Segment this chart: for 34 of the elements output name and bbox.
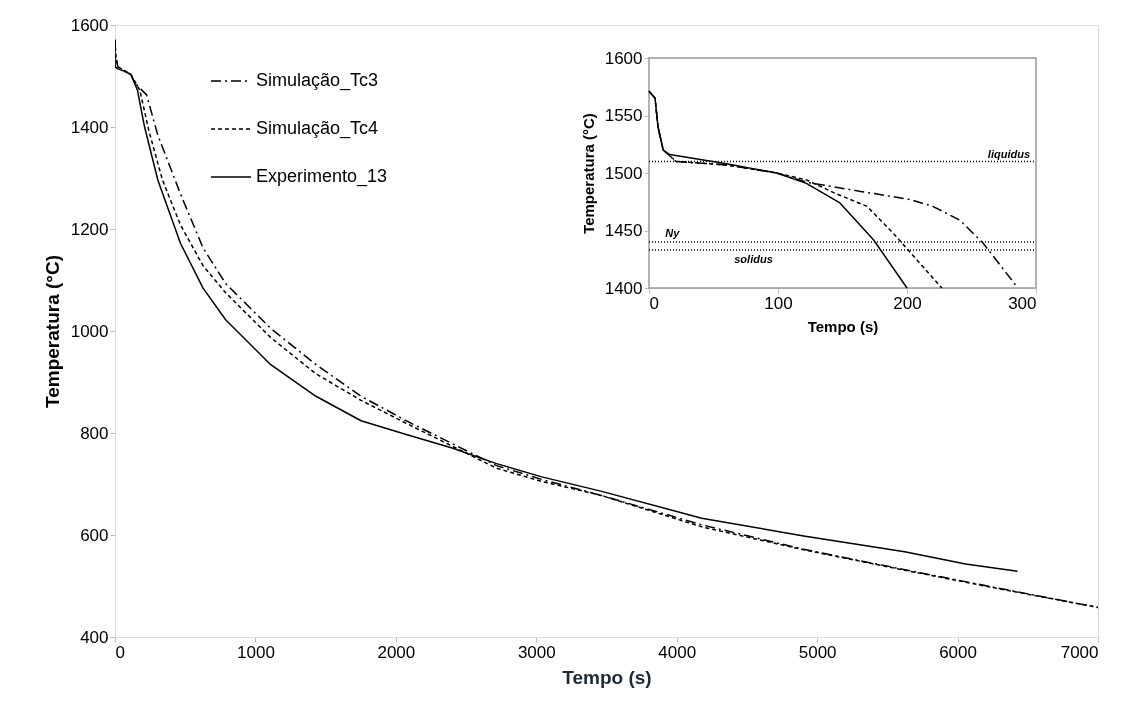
y-tick-label: 1200 [70, 219, 109, 239]
legend-label: Experimento_13 [256, 166, 388, 187]
x-tick-label: 6000 [939, 642, 977, 662]
x-tick-label: 3000 [517, 642, 556, 662]
y-tick-label: 1450 [604, 221, 643, 240]
y-tick-label: 1000 [70, 321, 109, 341]
x-tick-label: 0 [649, 293, 659, 313]
x-tick-label: 0 [115, 642, 125, 662]
x-tick-label: 200 [893, 293, 922, 313]
y-tick-label: 1500 [604, 163, 643, 183]
x-tick-label: 7000 [1060, 642, 1099, 662]
y-tick-label: 1550 [604, 106, 643, 125]
x-tick-label: 2000 [377, 642, 416, 662]
x-axis-title: Tempo (s) [562, 666, 652, 688]
legend-label: Simulação_Tc3 [256, 70, 379, 91]
y-tick-label: 1400 [604, 278, 643, 298]
y-tick-label: 1400 [70, 117, 109, 137]
y-tick-label: 800 [80, 423, 109, 443]
x-tick-label: 5000 [798, 642, 837, 662]
x-tick-label: 1000 [237, 642, 275, 662]
ref-line-label: solidus [734, 253, 773, 266]
y-tick-label: 1600 [604, 48, 643, 68]
x-tick-label: 300 [1008, 293, 1037, 313]
legend-label: Simulação_Tc4 [256, 118, 379, 139]
y-axis-title: Temperatura (°C) [579, 113, 597, 234]
x-tick-label: 100 [764, 293, 793, 313]
y-tick-label: 1600 [70, 15, 109, 35]
y-tick-label: 400 [80, 627, 109, 647]
x-tick-label: 4000 [658, 642, 697, 662]
y-tick-label: 600 [80, 525, 109, 545]
ref-line-label: liquidus [987, 147, 1030, 160]
y-axis-title: Temperatura (°C) [41, 255, 63, 408]
ref-line-label: Ny [665, 227, 681, 239]
x-axis-title: Tempo (s) [807, 317, 879, 335]
